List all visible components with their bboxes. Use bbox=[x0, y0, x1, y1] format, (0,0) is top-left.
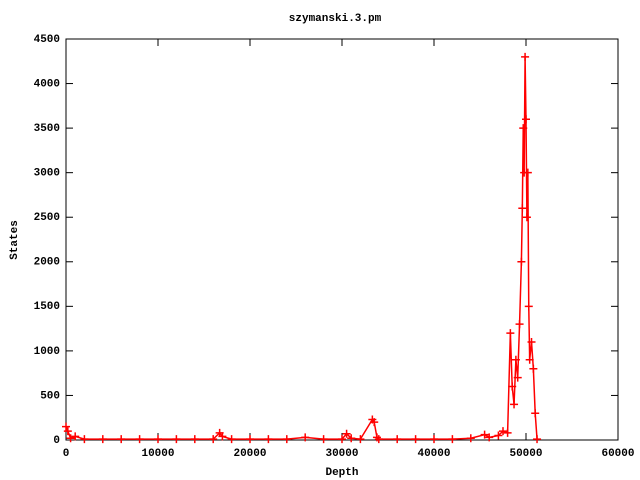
point-marker bbox=[98, 435, 107, 444]
x-tick-label: 40000 bbox=[417, 448, 450, 460]
y-tick-label: 1500 bbox=[34, 301, 60, 313]
x-axis-label: Depth bbox=[325, 467, 358, 479]
point-marker bbox=[62, 422, 70, 431]
point-marker bbox=[264, 435, 273, 444]
point-marker bbox=[485, 433, 494, 442]
point-marker bbox=[393, 435, 402, 444]
point-marker bbox=[370, 418, 379, 427]
y-tick-label: 1000 bbox=[34, 346, 60, 358]
y-tick-label: 0 bbox=[53, 435, 60, 447]
point-marker bbox=[522, 213, 531, 222]
point-marker bbox=[154, 435, 162, 444]
point-marker bbox=[374, 435, 383, 444]
point-marker bbox=[246, 435, 254, 444]
point-marker bbox=[319, 435, 328, 444]
point-marker bbox=[508, 382, 517, 391]
data-line bbox=[65, 56, 538, 440]
point-marker bbox=[494, 431, 503, 440]
point-marker bbox=[430, 435, 438, 444]
point-marker bbox=[499, 427, 507, 436]
y-tick-label: 2500 bbox=[34, 212, 60, 224]
point-marker bbox=[218, 432, 227, 441]
point-marker bbox=[521, 52, 530, 61]
point-marker bbox=[510, 400, 519, 409]
point-marker bbox=[480, 430, 489, 439]
point-marker bbox=[71, 432, 80, 441]
x-tick-label: 10000 bbox=[141, 448, 174, 460]
point-marker bbox=[338, 435, 346, 444]
point-marker bbox=[372, 433, 381, 442]
point-marker bbox=[411, 435, 420, 444]
point-marker bbox=[515, 320, 524, 329]
y-axis-label: States bbox=[9, 220, 21, 260]
point-marker bbox=[523, 168, 532, 177]
y-tick-label: 4000 bbox=[34, 78, 60, 90]
point-marker bbox=[466, 434, 475, 443]
point-marker bbox=[80, 435, 89, 444]
point-marker bbox=[503, 428, 512, 437]
point-marker bbox=[227, 435, 236, 444]
point-marker bbox=[517, 257, 526, 266]
point-marker bbox=[301, 433, 310, 442]
point-marker bbox=[66, 434, 75, 443]
point-marker bbox=[531, 409, 540, 418]
y-tick-label: 3500 bbox=[34, 123, 60, 135]
point-marker bbox=[282, 435, 291, 444]
x-tick-label: 60000 bbox=[601, 448, 634, 460]
y-tick-label: 2000 bbox=[34, 257, 60, 269]
point-marker bbox=[448, 435, 457, 444]
x-tick-label: 20000 bbox=[233, 448, 266, 460]
y-tick-label: 500 bbox=[40, 390, 60, 402]
point-marker bbox=[190, 435, 199, 444]
x-tick-label: 30000 bbox=[325, 448, 358, 460]
point-marker bbox=[533, 435, 542, 444]
point-marker bbox=[172, 435, 181, 444]
chart-title: szymanski.3.pm bbox=[289, 13, 382, 25]
y-tick-label: 4500 bbox=[34, 34, 60, 46]
point-marker bbox=[518, 204, 527, 213]
point-marker bbox=[356, 435, 365, 444]
point-marker bbox=[524, 302, 533, 311]
point-marker bbox=[511, 355, 520, 364]
point-marker bbox=[209, 435, 218, 444]
y-tick-label: 3000 bbox=[34, 168, 60, 180]
point-marker bbox=[347, 434, 356, 443]
point-marker bbox=[513, 373, 522, 382]
point-marker bbox=[135, 435, 144, 444]
point-marker bbox=[529, 364, 538, 373]
point-marker bbox=[117, 435, 126, 444]
point-marker bbox=[527, 337, 536, 346]
point-marker bbox=[342, 429, 351, 438]
point-marker bbox=[63, 427, 72, 436]
point-marker bbox=[506, 329, 515, 338]
x-tick-label: 0 bbox=[63, 448, 70, 460]
x-tick-label: 50000 bbox=[509, 448, 542, 460]
point-marker bbox=[519, 124, 528, 133]
point-marker bbox=[525, 355, 534, 364]
point-marker bbox=[522, 115, 530, 124]
